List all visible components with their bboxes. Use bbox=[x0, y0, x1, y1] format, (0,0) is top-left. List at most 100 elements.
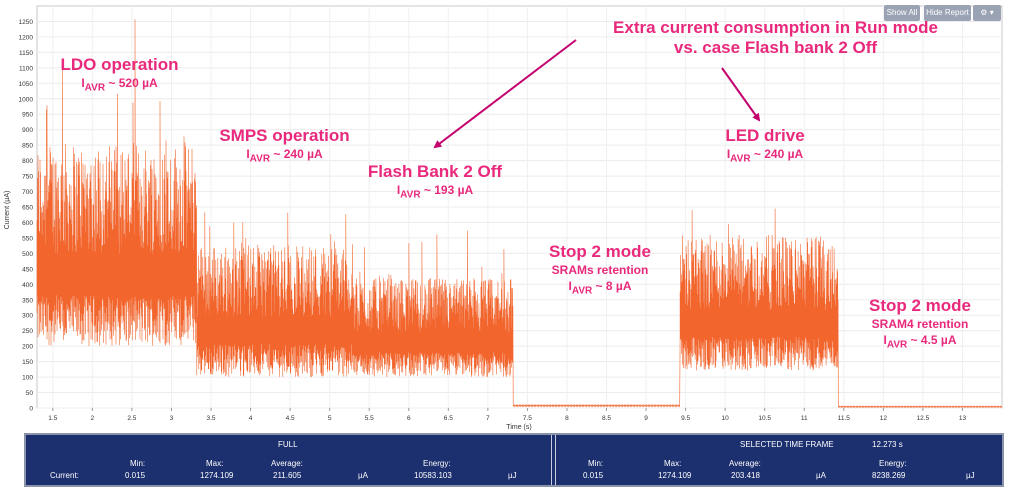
annotation-led-drive: LED drive IAVR ~ 240 µA bbox=[700, 126, 830, 167]
x-tick-label: 4 bbox=[249, 415, 253, 422]
selected-time-frame-label: SELECTED TIME FRAME bbox=[740, 440, 834, 449]
x-axis-label: Time (s) bbox=[506, 424, 531, 431]
annotation-avg: IAVR ~ 240 µA bbox=[246, 147, 323, 165]
chevron-down-icon: ▾ bbox=[989, 8, 994, 17]
annotation-sub: SRAM4 retention bbox=[871, 317, 969, 331]
annotation-avg: IAVR ~ 240 µA bbox=[726, 147, 804, 165]
x-tick-label: 8 bbox=[565, 415, 569, 422]
y-tick-label: 250 bbox=[22, 328, 33, 335]
selected-energy-unit: µJ bbox=[966, 471, 975, 480]
annotation-title: Stop 2 mode bbox=[868, 296, 971, 315]
annotation-avg: IAVR ~ 193 µA bbox=[396, 183, 474, 201]
x-tick-label: 12.5 bbox=[917, 415, 930, 422]
gear-icon: ⚙ bbox=[980, 8, 988, 17]
x-tick-label: 11.5 bbox=[838, 415, 851, 422]
x-axis: 1.5 2 2.5 3 3.5 4 4.5 5 5.5 6 6.5 7 7.5 8 8.5 9 9.5 10 10.… bbox=[48, 408, 966, 422]
hide-report-button[interactable]: Hide Report bbox=[924, 5, 971, 21]
annotation-stop2-sram4: Stop 2 mode SRAM4 retention IAVR ~ 4.5 µ… bbox=[850, 296, 990, 353]
callout-arrow-left bbox=[433, 39, 577, 149]
y-tick-label: 50 bbox=[26, 390, 34, 397]
x-tick-label: 6 bbox=[407, 415, 411, 422]
y-tick-label: 600 bbox=[22, 220, 33, 227]
full-min-header: Min: bbox=[130, 459, 146, 468]
x-tick-label: 5.5 bbox=[365, 415, 374, 422]
full-average-header: Average: bbox=[271, 459, 303, 468]
x-tick-label: 2 bbox=[91, 415, 95, 422]
y-tick-label: 1250 bbox=[19, 19, 34, 26]
selected-max-header: Max: bbox=[664, 459, 682, 468]
full-average-value: 211.605 bbox=[273, 471, 302, 480]
y-tick-label: 1150 bbox=[19, 50, 33, 57]
y-axis-label: Current (µA) bbox=[4, 191, 11, 230]
report-divider bbox=[551, 435, 552, 485]
full-average-unit: µA bbox=[358, 471, 368, 480]
callout-arrow-right bbox=[721, 67, 761, 122]
y-axis: 0 50 100 150 200 250 300 350 400 450 500 550 600 650 7… bbox=[19, 19, 34, 413]
selected-max-value: 1274.109 bbox=[658, 471, 692, 480]
selected-energy-value: 8238.269 bbox=[872, 471, 906, 480]
x-tick-label: 6.5 bbox=[444, 415, 453, 422]
annotation-smps: SMPS operation IAVR ~ 240 µA bbox=[207, 126, 362, 167]
annotation-title: Stop 2 mode bbox=[548, 242, 651, 261]
settings-button[interactable]: ⚙ ▾ bbox=[973, 5, 1001, 21]
annotation-title: LED drive bbox=[725, 126, 805, 145]
annotation-ldo: LDO operation IAVR ~ 520 µA bbox=[52, 55, 187, 96]
x-tick-label: 13 bbox=[959, 415, 967, 422]
show-all-button[interactable]: Show All bbox=[884, 5, 920, 21]
y-tick-label: 700 bbox=[22, 189, 33, 196]
x-tick-label: 2.5 bbox=[127, 415, 136, 422]
y-tick-label: 1000 bbox=[19, 96, 34, 103]
x-tick-label: 12 bbox=[880, 415, 888, 422]
y-tick-label: 1200 bbox=[19, 34, 34, 41]
y-tick-label: 1100 bbox=[19, 65, 33, 72]
y-tick-label: 850 bbox=[22, 143, 33, 150]
y-tick-label: 200 bbox=[22, 344, 33, 351]
y-tick-label: 1050 bbox=[19, 81, 34, 88]
annotation-title: LDO operation bbox=[60, 55, 179, 74]
selected-energy-header: Energy: bbox=[879, 459, 907, 468]
x-tick-label: 3 bbox=[170, 415, 174, 422]
y-tick-label: 900 bbox=[22, 127, 33, 134]
x-tick-label: 5 bbox=[328, 415, 332, 422]
annotation-avg: IAVR ~ 520 µA bbox=[81, 76, 158, 94]
callout-line-2: vs. case Flash bank 2 Off bbox=[673, 38, 878, 57]
x-tick-label: 9.5 bbox=[681, 415, 690, 422]
current-row-label: Current: bbox=[50, 471, 79, 480]
full-min-value: 0.015 bbox=[125, 471, 146, 480]
callout-line-1: Extra current consumption in Run mode bbox=[613, 18, 938, 37]
x-tick-label: 8.5 bbox=[602, 415, 611, 422]
selected-average-unit: µA bbox=[816, 471, 826, 480]
current-chart: 0 50 100 150 200 250 300 350 400 450 500 550 600 650 7… bbox=[4, 5, 1003, 431]
y-tick-label: 0 bbox=[29, 406, 33, 413]
full-energy-unit: µJ bbox=[508, 471, 517, 480]
y-tick-label: 500 bbox=[22, 251, 33, 258]
full-energy-header: Energy: bbox=[423, 459, 451, 468]
x-tick-label: 11 bbox=[801, 415, 808, 422]
full-max-value: 1274.109 bbox=[200, 471, 234, 480]
y-tick-label: 150 bbox=[22, 359, 33, 366]
y-tick-label: 100 bbox=[22, 375, 33, 382]
selected-min-header: Min: bbox=[588, 459, 604, 468]
selected-time-frame-value: 12.273 s bbox=[872, 440, 903, 449]
selected-average-header: Average: bbox=[729, 459, 761, 468]
y-tick-label: 400 bbox=[22, 282, 33, 289]
y-tick-label: 450 bbox=[22, 266, 33, 273]
full-energy-value: 10583.103 bbox=[414, 471, 452, 480]
x-tick-label: 7.5 bbox=[523, 415, 532, 422]
annotation-title: SMPS operation bbox=[219, 126, 350, 145]
y-tick-label: 650 bbox=[22, 205, 33, 212]
selected-average-value: 203.418 bbox=[731, 471, 760, 480]
report-divider bbox=[555, 435, 556, 485]
annotation-avg: IAVR ~ 8 µA bbox=[568, 279, 632, 297]
y-tick-label: 550 bbox=[22, 235, 33, 242]
report-panel: FULL SELECTED TIME FRAME 12.273 s Curren… bbox=[24, 433, 1004, 487]
full-max-header: Max: bbox=[206, 459, 224, 468]
grid bbox=[37, 6, 1002, 409]
x-tick-label: 3.5 bbox=[206, 415, 215, 422]
y-tick-label: 300 bbox=[22, 313, 33, 320]
y-tick-label: 800 bbox=[22, 158, 33, 165]
y-tick-label: 350 bbox=[22, 297, 33, 304]
annotation-avg: IAVR ~ 4.5 µA bbox=[883, 333, 957, 351]
y-tick-label: 950 bbox=[22, 112, 33, 119]
y-tick-label: 750 bbox=[22, 174, 33, 181]
